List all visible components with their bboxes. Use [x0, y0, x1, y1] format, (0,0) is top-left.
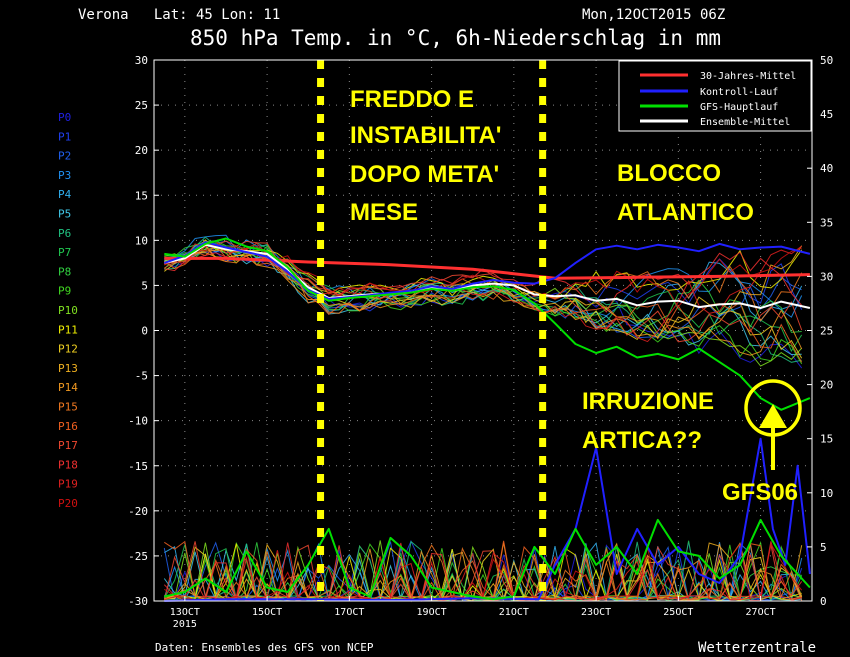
y-tick-label-right: 20 — [820, 379, 833, 392]
x-tick-label: 19OCT — [417, 607, 447, 618]
annotation-freddo: FREDDO E INSTABILITA' DOPO META' MESE — [350, 86, 501, 226]
legend-label-kontroll: Kontroll-Lauf — [700, 87, 778, 98]
member-label: P18 — [58, 458, 78, 471]
y-tick-label-right: 40 — [820, 162, 833, 175]
grid-lines — [154, 60, 812, 601]
annotation-freddo-line-2: INSTABILITA' — [350, 122, 501, 149]
y-tick-label-left: 20 — [135, 144, 148, 157]
series-line — [164, 237, 811, 411]
member-label: P3 — [58, 169, 71, 182]
member-label: P20 — [58, 497, 78, 510]
series-line — [163, 241, 811, 300]
y-tick-label-left: 0 — [141, 325, 148, 338]
y-tick-label-right: 25 — [820, 325, 833, 338]
y-tick-label-left: 15 — [135, 189, 148, 202]
legend: 30-Jahres-Mittel Kontroll-Lauf GFS-Haupt… — [618, 60, 812, 132]
series-line — [164, 256, 810, 280]
main-series — [163, 237, 811, 602]
member-temp-line — [163, 241, 803, 353]
x-tick-sublabel: 2015 — [173, 619, 197, 630]
member-list: P0 P1 P2 P3 P4 P5 P6 P7 P8 P9 P10 P11 P12 P13 P14 P15 P1… — [58, 111, 78, 510]
y-tick-label-right: 30 — [820, 270, 833, 283]
member-label: P9 — [58, 285, 71, 298]
member-label: P14 — [58, 381, 78, 394]
y-tick-label-left: 10 — [135, 234, 148, 247]
series-line — [164, 518, 811, 601]
member-temp-line — [164, 244, 803, 363]
y-tick-label-left: -30 — [128, 595, 148, 608]
member-label: P13 — [58, 362, 78, 375]
x-tick-label: 15OCT — [252, 607, 282, 618]
series-line — [164, 437, 811, 602]
x-tick-label: 25OCT — [663, 607, 693, 618]
member-temp-line — [164, 239, 803, 299]
annotation-freddo-line-3: DOPO META' — [350, 161, 499, 188]
member-label: P11 — [58, 323, 78, 336]
location-label: Verona Lat: 45 Lon: 11 — [78, 7, 280, 23]
y-tick-label-right: 45 — [820, 108, 833, 121]
y-tick-label-right: 35 — [820, 216, 833, 229]
arrow-up-icon — [759, 404, 787, 428]
annotation-gfs06: GFS06 — [722, 479, 798, 506]
annotation-freddo-line-1: FREDDO E — [350, 86, 474, 113]
annotation-irruzione: IRRUZIONE ARTICA?? — [582, 388, 714, 454]
annotation-blocco: BLOCCO ATLANTICO — [617, 160, 754, 226]
y-tick-label-right: 0 — [820, 595, 827, 608]
annotation-irruzione-line-1: IRRUZIONE — [582, 388, 714, 415]
member-label: P2 — [58, 150, 71, 163]
annotation-irruzione-line-2: ARTICA?? — [582, 427, 702, 454]
x-tick-label: 17OCT — [334, 607, 364, 618]
x-tick-label: 13OCT — [170, 607, 200, 618]
member-label: P15 — [58, 401, 78, 414]
member-label: P6 — [58, 227, 71, 240]
member-precip-line — [163, 541, 802, 602]
y-tick-label-left: -20 — [128, 505, 148, 518]
member-label: P1 — [58, 130, 71, 143]
member-label: P4 — [58, 188, 72, 201]
source-credit: Daten: Ensembles des GFS von NCEP — [155, 641, 374, 654]
y-tick-label-left: -25 — [128, 550, 148, 563]
y-tick-label-right: 15 — [820, 433, 833, 446]
vertical-marker-lines — [317, 60, 547, 601]
member-label: P7 — [58, 246, 71, 259]
y-tick-label-left: -5 — [135, 370, 148, 383]
ensemble-member-lines — [163, 234, 803, 603]
chart-title: 850 hPa Temp. in °C, 6h-Niederschlag in … — [190, 26, 721, 50]
member-label: P16 — [58, 420, 78, 433]
brand-label: Wetterzentrale — [698, 640, 816, 656]
annotation-blocco-line-2: ATLANTICO — [617, 199, 754, 226]
annotation-freddo-line-4: MESE — [350, 199, 418, 226]
member-temp-line — [164, 245, 803, 322]
member-precip-line — [164, 542, 803, 602]
y-tick-label-left: 25 — [135, 99, 148, 112]
y-tick-label-left: -10 — [128, 415, 148, 428]
member-label: P0 — [58, 111, 71, 124]
y-axis-left-ticks: 30 25 20 15 10 5 0 -5 -10 -15 -20 -25 -30 — [128, 54, 159, 608]
legend-label-gfs: GFS-Hauptlauf — [700, 102, 778, 113]
member-label: P19 — [58, 478, 78, 491]
run-label: Mon,12OCT2015 06Z — [582, 7, 725, 23]
y-tick-label-right: 10 — [820, 487, 833, 500]
member-temp-line — [164, 240, 803, 343]
y-tick-label-left: 30 — [135, 54, 148, 67]
y-tick-label-right: 5 — [820, 541, 827, 554]
x-tick-label: 21OCT — [499, 607, 529, 618]
x-tick-label: 23OCT — [581, 607, 611, 618]
series-line — [164, 243, 811, 309]
y-tick-label-left: 5 — [141, 279, 148, 292]
member-label: P5 — [58, 208, 71, 221]
legend-label-mittel: 30-Jahres-Mittel — [700, 71, 796, 82]
annotation-blocco-line-1: BLOCCO — [617, 160, 721, 187]
member-label: P17 — [58, 439, 78, 452]
y-tick-label-right: 50 — [820, 54, 833, 67]
member-label: P10 — [58, 304, 78, 317]
x-tick-label: 27OCT — [746, 607, 776, 618]
member-label: P12 — [58, 343, 78, 356]
legend-label-ensemble: Ensemble-Mittel — [700, 117, 790, 128]
member-label: P8 — [58, 265, 71, 278]
y-tick-label-left: -15 — [128, 460, 148, 473]
